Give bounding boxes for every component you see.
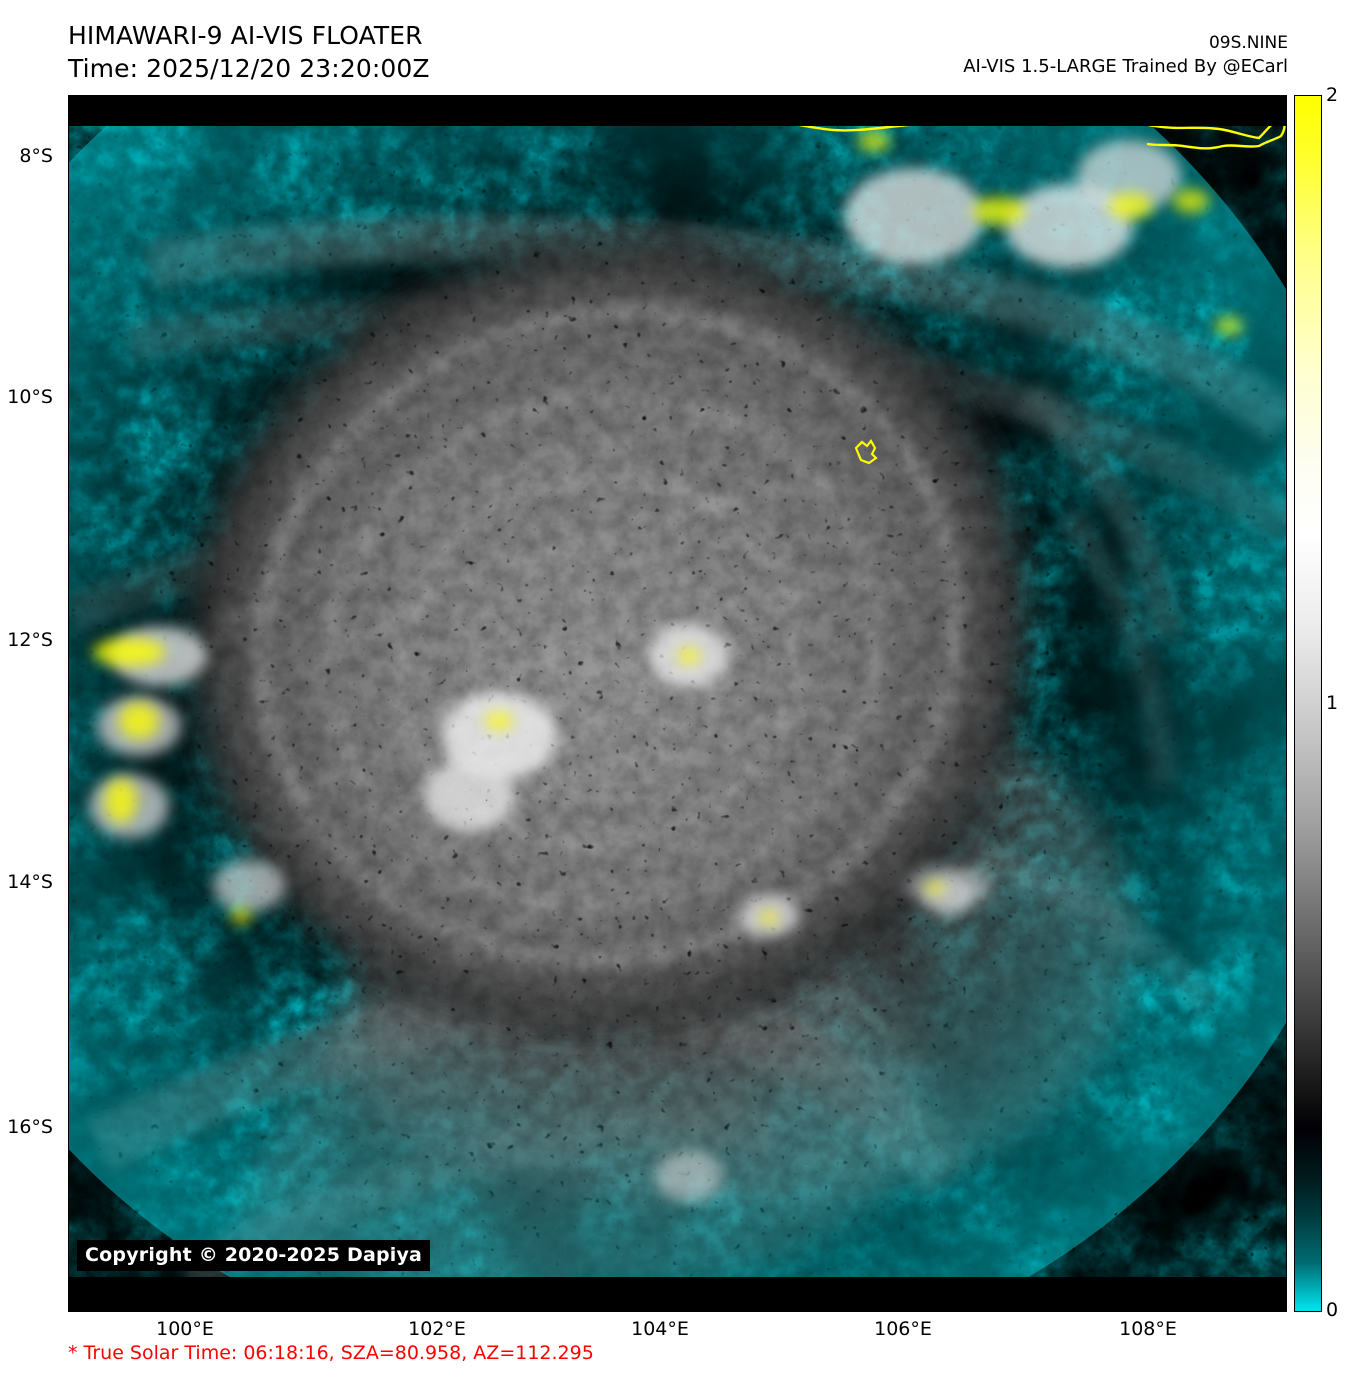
satellite-imagery xyxy=(69,96,1286,1311)
model-credit-label: AI-VIS 1.5-LARGE Trained By @ECarl xyxy=(963,55,1288,77)
x-tick-label: 100°E xyxy=(156,1318,214,1340)
y-tick-label: 12°S xyxy=(7,629,53,651)
header-right-block: 09S.NINE AI-VIS 1.5-LARGE Trained By @EC… xyxy=(963,32,1288,79)
x-tick-label: 108°E xyxy=(1119,1318,1177,1340)
copyright-overlay: Copyright © 2020-2025 Dapiya xyxy=(77,1240,431,1271)
colorbar-ticks: 2 1 0 xyxy=(1326,84,1362,1321)
colorbar-tick-label: 1 xyxy=(1326,691,1339,714)
x-tick-label: 102°E xyxy=(408,1318,466,1340)
page-title: HIMAWARI-9 AI-VIS FLOATER xyxy=(68,21,423,50)
storm-id-label: 09S.NINE xyxy=(1208,33,1288,53)
y-tick-label: 10°S xyxy=(7,386,53,408)
header-left-block: HIMAWARI-9 AI-VIS FLOATER Time: 2025/12/… xyxy=(68,20,430,85)
solar-info-footer: * True Solar Time: 06:18:16, SZA=80.958,… xyxy=(68,1342,594,1364)
x-tick-label: 106°E xyxy=(874,1318,932,1340)
y-tick-label: 14°S xyxy=(7,871,53,893)
colorbar-gradient xyxy=(1294,95,1322,1312)
x-tick-label: 104°E xyxy=(631,1318,689,1340)
y-tick-label: 8°S xyxy=(19,145,53,167)
timestamp-line: Time: 2025/12/20 23:20:00Z xyxy=(68,53,430,83)
latitude-axis: 8°S 10°S 12°S 14°S 16°S xyxy=(0,0,58,1387)
colorbar-tick-label: 0 xyxy=(1326,1299,1339,1321)
satellite-image-panel[interactable]: Copyright © 2020-2025 Dapiya xyxy=(68,95,1287,1312)
y-tick-label: 16°S xyxy=(7,1116,53,1138)
longitude-axis: 100°E 102°E 104°E 106°E 108°E xyxy=(0,1318,1362,1348)
colorbar-tick-label: 2 xyxy=(1326,84,1339,106)
